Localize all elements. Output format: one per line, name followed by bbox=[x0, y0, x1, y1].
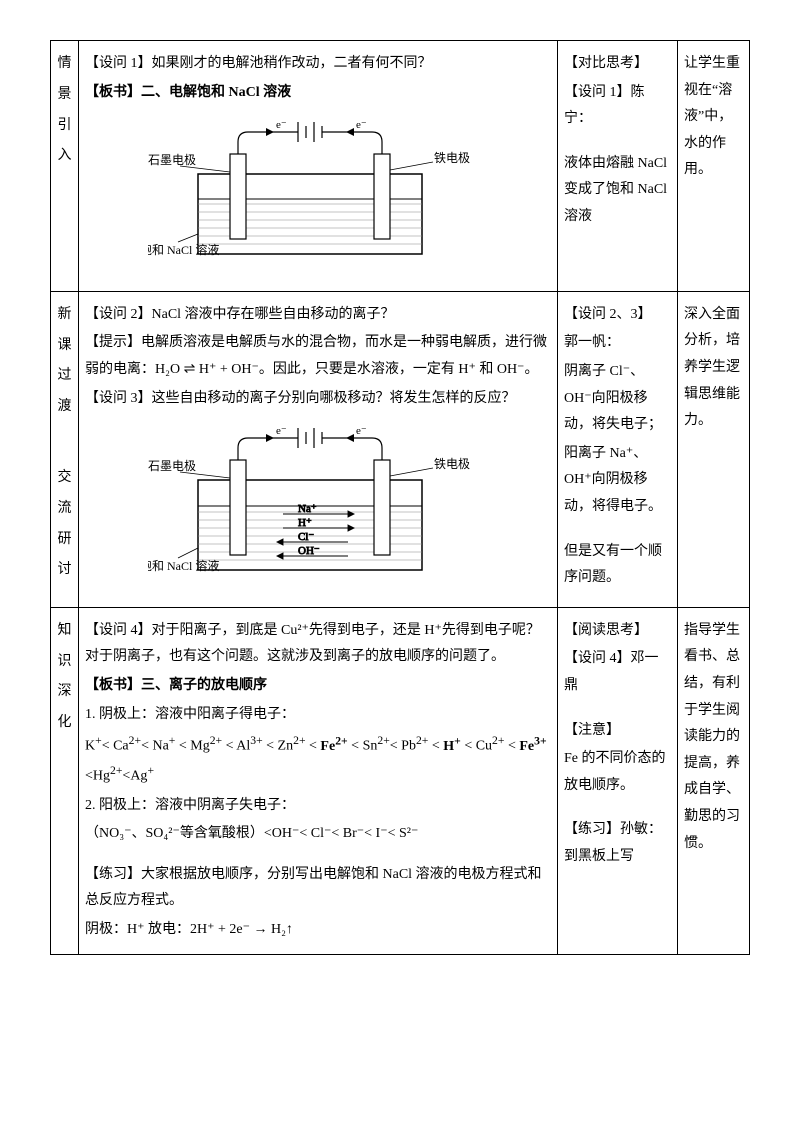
board-1: 【板书】二、电解饱和 NaCl 溶液 bbox=[85, 80, 551, 107]
electrolysis-diagram-1: e⁻ e⁻ 石墨电极 bbox=[148, 114, 488, 264]
diagram-2: e⁻ e⁻ 石墨电极 铁电极 bbox=[85, 420, 551, 591]
label-3: 知识深化 bbox=[58, 623, 72, 730]
label-top: 新课过渡 bbox=[57, 300, 72, 423]
iron-label-2: 铁电极 bbox=[434, 457, 470, 471]
student-cell-2: 【设问 2、3】 郭一帆： 阴离子 Cl⁻、OH⁻向阳极移动，将失电子； 阳离子… bbox=[558, 291, 678, 607]
fe-note: Fe 的不同价态的放电顺序。 bbox=[564, 746, 671, 799]
solution-label: 饱和 NaCl 溶液 bbox=[148, 242, 219, 257]
content-cell-3: 【设问 4】对于阳离子，到底是 Cu²⁺先得到电子，还是 H⁺先得到电子呢？对于… bbox=[79, 607, 558, 954]
intent-2: 深入全面分析，培养学生逻辑思维能力。 bbox=[684, 302, 743, 435]
intent-cell-3: 指导学生看书、总结，有利于学生阅读能力的提高，养成自学、勤思的习惯。 bbox=[678, 607, 750, 954]
board-3: 【板书】三、离子的放电顺序 bbox=[85, 673, 551, 700]
oh-ion: OH⁻ bbox=[298, 545, 320, 557]
electrolysis-diagram-2: e⁻ e⁻ 石墨电极 铁电极 bbox=[148, 420, 488, 580]
student-cell-3: 【阅读思考】 【设问 4】邓一鼎 【注意】 Fe 的不同价态的放电顺序。 【练习… bbox=[558, 607, 678, 954]
student-2: 郭一帆： bbox=[564, 330, 671, 357]
question-3: 【设问 3】这些自由移动的离子分别向哪极移动？将发生怎样的反应？ bbox=[85, 386, 551, 413]
graphite-label: 石墨电极 bbox=[148, 153, 196, 167]
label-bottom: 交流研讨 bbox=[57, 463, 72, 586]
electron-label-l: e⁻ bbox=[276, 119, 287, 131]
hint: 【提示】电解质溶液是电解质与水的混合物，而水是一种弱电解质，进行微弱的电离：H₂… bbox=[85, 330, 551, 383]
anion-sequence: （NO₃⁻、SO₄²⁻等含氧酸根）<OH⁻< Cl⁻< Br⁻< I⁻< S²⁻ bbox=[85, 821, 551, 848]
intent-cell-2: 深入全面分析，培养学生逻辑思维能力。 bbox=[678, 291, 750, 607]
cathode-intro: 1. 阴极上：溶液中阳离子得电子： bbox=[85, 702, 551, 729]
cl-ion: Cl⁻ bbox=[298, 531, 314, 543]
ans-cation: 阳离子 Na⁺、OH⁺向阴极移动，将得电子。 bbox=[564, 441, 671, 521]
student-cell-1: 【对比思考】 【设问 1】陈宁： 液体由熔融 NaCl 变成了饱和 NaCl 溶… bbox=[558, 41, 678, 292]
q23-label: 【设问 2、3】 bbox=[564, 302, 671, 329]
table-row: 新课过渡 交流研讨 【设问 2】NaCl 溶液中存在哪些自由移动的离子？ 【提示… bbox=[51, 291, 750, 607]
q4-student: 【设问 4】邓一鼎 bbox=[564, 646, 671, 699]
attention: 【注意】 bbox=[564, 718, 671, 745]
question-2: 【设问 2】NaCl 溶液中存在哪些自由移动的离子？ bbox=[85, 302, 551, 329]
cathode-eq: 阴极：H⁺ 放电：2H⁺ + 2e⁻ → H₂↑ bbox=[85, 917, 551, 944]
table-row: 知识深化 【设问 4】对于阳离子，到底是 Cu²⁺先得到电子，还是 H⁺先得到电… bbox=[51, 607, 750, 954]
content-cell-2: 【设问 2】NaCl 溶液中存在哪些自由移动的离子？ 【提示】电解质溶液是电解质… bbox=[79, 291, 558, 607]
diagram-1: e⁻ e⁻ 石墨电极 bbox=[85, 114, 551, 275]
order-issue: 但是又有一个顺序问题。 bbox=[564, 539, 671, 592]
question-1: 【设问 1】如果刚才的电解池稍作改动，二者有何不同？ bbox=[85, 51, 551, 78]
intent-3: 指导学生看书、总结，有利于学生阅读能力的提高，养成自学、勤思的习惯。 bbox=[684, 618, 743, 857]
intent-cell-1: 让学生重视在“溶液”中，水的作用。 bbox=[678, 41, 750, 292]
compare-think: 【对比思考】 bbox=[564, 51, 671, 78]
section-label-new: 新课过渡 交流研讨 bbox=[51, 291, 79, 607]
content-cell-1: 【设问 1】如果刚才的电解池稍作改动，二者有何不同？ 【板书】二、电解饱和 Na… bbox=[79, 41, 558, 292]
graphite-label-2: 石墨电极 bbox=[148, 459, 196, 473]
section-label-scene: 情景引入 bbox=[51, 41, 79, 292]
anode-intro: 2. 阳极上：溶液中阴离子失电子： bbox=[85, 793, 551, 820]
ans-anion: 阴离子 Cl⁻、OH⁻向阳极移动，将失电子； bbox=[564, 359, 671, 439]
question-4: 【设问 4】对于阳离子，到底是 Cu²⁺先得到电子，还是 H⁺先得到电子呢？对于… bbox=[85, 618, 551, 671]
section-label-deepen: 知识深化 bbox=[51, 607, 79, 954]
electron-r2: e⁻ bbox=[356, 425, 367, 437]
iron-label: 铁电极 bbox=[434, 151, 470, 165]
ex-student: 【练习】孙敏：到黑板上写 bbox=[564, 817, 671, 870]
read-think: 【阅读思考】 bbox=[564, 618, 671, 645]
intent-1: 让学生重视在“溶液”中，水的作用。 bbox=[684, 51, 743, 184]
table-row: 情景引入 【设问 1】如果刚才的电解池稍作改动，二者有何不同？ 【板书】二、电解… bbox=[51, 41, 750, 292]
electron-label-r: e⁻ bbox=[356, 119, 367, 131]
q1-student: 【设问 1】陈宁： bbox=[564, 80, 671, 133]
solution-label-2: 饱和 NaCl 溶液 bbox=[148, 558, 219, 573]
h-ion: H⁺ bbox=[298, 517, 312, 529]
label-text: 情景引入 bbox=[58, 56, 72, 163]
exercise: 【练习】大家根据放电顺序，分别写出电解饱和 NaCl 溶液的电极方程式和总反应方… bbox=[85, 862, 551, 915]
lesson-plan-table: 情景引入 【设问 1】如果刚才的电解池稍作改动，二者有何不同？ 【板书】二、电解… bbox=[50, 40, 750, 955]
electron-l2: e⁻ bbox=[276, 425, 287, 437]
na-ion: Na⁺ bbox=[298, 503, 317, 515]
cation-sequence: K+< Ca2+< Na+ < Mg2+ < Al3+ < Zn2+ < Fe2… bbox=[85, 730, 551, 791]
answer-1: 液体由熔融 NaCl 变成了饱和 NaCl 溶液 bbox=[564, 151, 671, 231]
